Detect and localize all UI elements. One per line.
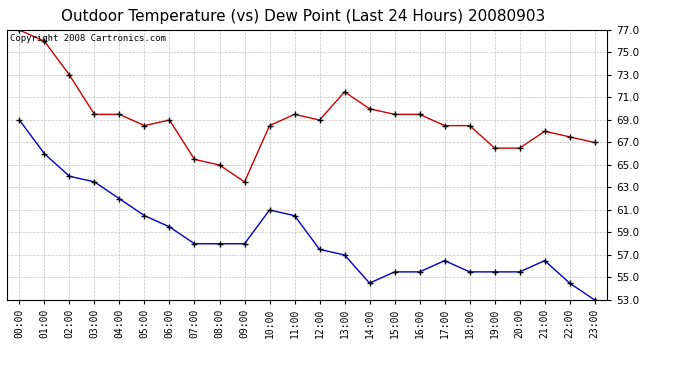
Text: Copyright 2008 Cartronics.com: Copyright 2008 Cartronics.com — [10, 34, 166, 43]
Text: Outdoor Temperature (vs) Dew Point (Last 24 Hours) 20080903: Outdoor Temperature (vs) Dew Point (Last… — [61, 9, 546, 24]
